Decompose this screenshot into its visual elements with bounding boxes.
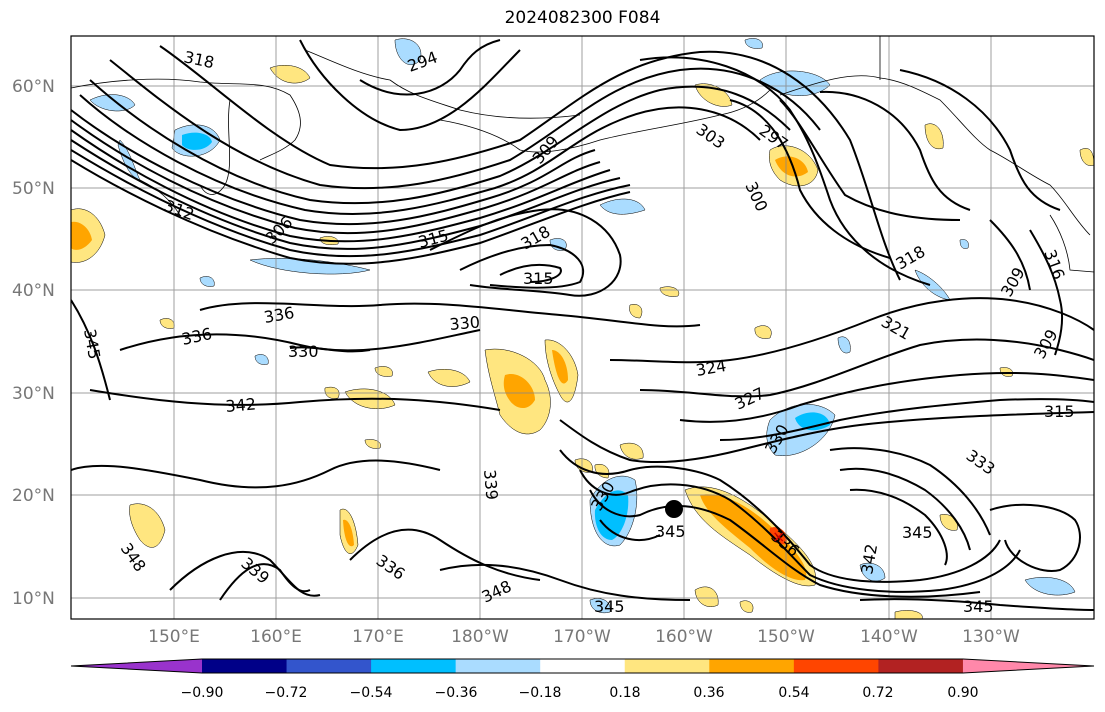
colorbar-segment [709, 659, 795, 673]
contour-label: 336 [180, 324, 214, 349]
contour-label: 315 [416, 226, 450, 252]
contour-label: 339 [480, 469, 502, 501]
colorbar-tick: −0.90 [181, 685, 224, 701]
lon-label: 170°W [553, 627, 611, 647]
coastlines [71, 36, 1094, 273]
contour-label: 321 [878, 312, 914, 344]
colorbar-segment [455, 659, 541, 673]
contour-label: 336 [262, 303, 295, 327]
lon-label: 160°E [250, 627, 302, 647]
colorbar-ticks: −0.90 −0.72 −0.54 −0.36 −0.18 0.18 0.36 … [181, 685, 979, 701]
contour-label: 333 [963, 446, 999, 479]
colorbar-tick: 0.90 [947, 685, 978, 701]
lon-label: 130°W [962, 627, 1020, 647]
colorbar-segment [286, 659, 372, 673]
lat-label: 20°N [12, 486, 55, 506]
contour-label: 300 [741, 179, 771, 215]
colorbar-segment [371, 659, 457, 673]
colorbar-extend-high [962, 659, 1094, 673]
contour-label: 330 [449, 312, 481, 334]
contour-label: 318 [182, 47, 216, 72]
contour-label: 303 [693, 120, 729, 153]
contour-label: 348 [479, 576, 515, 606]
colorbar [70, 658, 1095, 674]
contour-label: 330 [288, 342, 319, 361]
contour-label: 315 [523, 269, 554, 288]
contour-label: 316 [1040, 247, 1068, 282]
colorbar-tick: 0.72 [862, 685, 893, 701]
contour-label: 327 [732, 383, 768, 413]
map-title: 2024082300 F084 [504, 8, 661, 28]
colorbar-segment [202, 659, 288, 673]
colorbar-tick: −0.72 [265, 685, 308, 701]
lat-label: 60°N [12, 77, 55, 97]
contour-label: 309 [1030, 326, 1062, 362]
contour-label: 345 [963, 597, 994, 616]
colorbar-extend-low [71, 659, 202, 673]
lon-label: 150°E [148, 627, 200, 647]
contour-label: 345 [902, 523, 933, 542]
contour-label: 315 [1044, 402, 1075, 421]
colorbar-segment [624, 659, 710, 673]
colorbar-outline [70, 658, 1095, 674]
contour-label: 345 [594, 597, 625, 616]
lat-label: 50°N [12, 179, 55, 199]
contour-label: 342 [225, 394, 257, 416]
lat-label: 10°N [12, 589, 55, 609]
lat-label: 30°N [12, 384, 55, 404]
lon-label: 180°W [451, 627, 509, 647]
colorbar-tick: −0.18 [519, 685, 562, 701]
contour-label: 345 [80, 327, 104, 360]
colorbar-segment [540, 659, 626, 673]
lon-label: 150°W [757, 627, 815, 647]
colorbar-tick: −0.36 [435, 685, 478, 701]
colorbar-tick: 0.54 [778, 685, 809, 701]
colorbar-segment [793, 659, 879, 673]
contour-lines [71, 39, 1094, 611]
lon-label: 140°W [860, 627, 918, 647]
colorbar-tick: 0.18 [609, 685, 640, 701]
storm-center-marker [665, 500, 683, 518]
contour-label: 345 [655, 522, 686, 541]
contour-label: 318 [893, 242, 929, 274]
lat-label: 40°N [12, 281, 55, 301]
plot-frame [70, 35, 1095, 620]
lon-label: 160°W [655, 627, 713, 647]
latitude-labels: 60°N 50°N 40°N 30°N 20°N 10°N [12, 77, 55, 609]
grid-lines [71, 36, 1094, 619]
contour-label: 324 [694, 356, 727, 380]
lon-label: 170°E [352, 627, 404, 647]
longitude-labels: 150°E 160°E 170°E 180°W 170°W 160°W 150°… [148, 627, 1020, 647]
colorbar-tick: −0.54 [350, 685, 393, 701]
contour-label: 309 [529, 132, 563, 168]
colorbar-tick: 0.36 [693, 685, 724, 701]
colorbar-segment [878, 659, 964, 673]
storm-track-marker: × [772, 527, 785, 546]
